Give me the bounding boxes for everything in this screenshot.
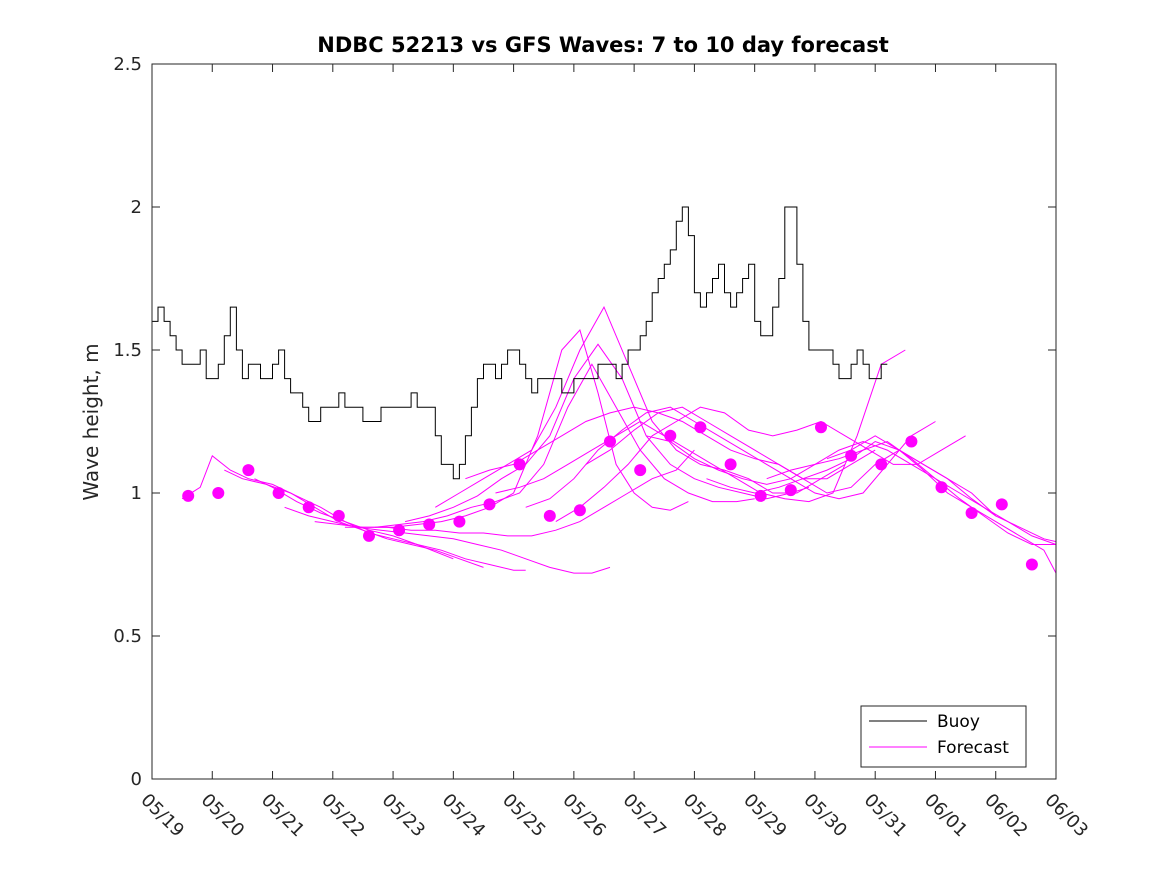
forecast-point-25	[935, 481, 948, 494]
forecast-point-19	[754, 489, 767, 502]
forecast-point-21	[815, 421, 827, 434]
forecast-point-7	[393, 524, 406, 537]
plot-area	[152, 206, 1057, 574]
forecast-point-2	[242, 464, 255, 477]
forecast-point-13	[573, 504, 586, 517]
forecast-point-9	[453, 515, 466, 528]
y-tick-label-0: 0	[131, 769, 142, 790]
y-tick-label-2: 1	[131, 483, 142, 504]
buoy-line	[152, 206, 888, 480]
plot-frame	[151, 63, 1057, 780]
y-tick-label-4: 2	[131, 197, 142, 218]
forecast-point-10	[483, 498, 496, 511]
forecast-point-23	[875, 458, 888, 471]
legend-box	[860, 705, 1027, 768]
forecast-line-6	[374, 363, 755, 528]
forecast-point-26	[965, 507, 978, 519]
legend-forecast-label: Forecast	[937, 738, 1009, 758]
y-axis-label: Wave height, m	[79, 343, 103, 500]
forecast-line-15	[706, 440, 1057, 543]
forecast-point-1	[212, 487, 225, 499]
forecast-line-0	[181, 454, 454, 560]
forecast-point-22	[845, 449, 858, 462]
forecast-point-11	[513, 458, 526, 471]
forecast-line-9	[465, 406, 876, 480]
forecast-point-0	[182, 489, 195, 502]
forecast-point-8	[423, 518, 436, 531]
forecast-line-12	[555, 406, 966, 523]
forecast-point-14	[604, 435, 616, 448]
forecast-line-10	[495, 349, 906, 503]
forecast-point-18	[724, 458, 737, 471]
y-tick-label-3: 1.5	[113, 340, 142, 361]
forecast-point-20	[784, 484, 797, 497]
forecast-line-11	[525, 406, 936, 508]
forecast-point-16	[664, 429, 677, 442]
forecast-point-6	[363, 529, 375, 542]
forecast-line-7	[404, 343, 810, 523]
forecast-point-28	[1025, 558, 1038, 571]
forecast-point-3	[272, 487, 285, 499]
forecast-point-12	[543, 509, 556, 522]
forecast-point-15	[634, 464, 647, 477]
y-tick-label-1: 0.5	[113, 626, 142, 647]
forecast-point-5	[332, 509, 345, 522]
forecast-point-4	[302, 501, 315, 514]
legend-buoy-label: Buoy	[937, 712, 980, 732]
forecast-line-2	[254, 478, 526, 571]
forecast-line-16	[766, 440, 1056, 545]
forecast-point-24	[905, 435, 918, 448]
forecast-line-3	[284, 506, 611, 574]
y-tick-label-5: 2.5	[113, 54, 142, 75]
legend: Buoy Forecast	[860, 705, 1027, 768]
forecast-point-17	[694, 421, 707, 434]
forecast-point-27	[995, 498, 1008, 511]
chart-title: NDBC 52213 vs GFS Waves: 7 to 10 day for…	[317, 33, 888, 57]
forecast-line-17	[826, 435, 1057, 574]
forecast-line-5	[344, 328, 689, 528]
